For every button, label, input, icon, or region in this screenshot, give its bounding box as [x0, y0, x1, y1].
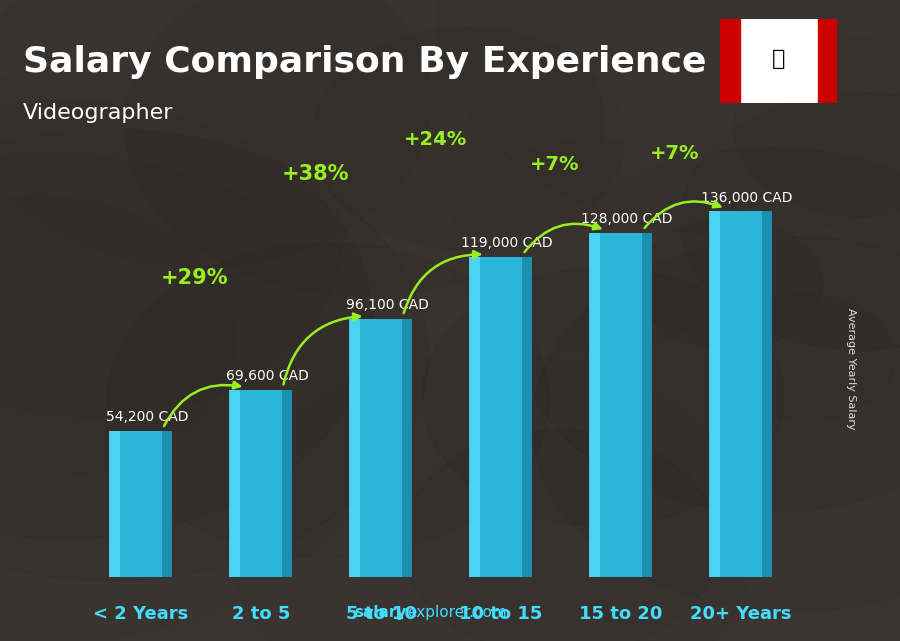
Circle shape	[642, 0, 900, 181]
Circle shape	[0, 404, 319, 631]
Text: 96,100 CAD: 96,100 CAD	[346, 298, 428, 312]
Text: 🍁: 🍁	[772, 49, 785, 69]
Text: +7%: +7%	[651, 144, 700, 163]
Bar	[643, 233, 652, 577]
Bar	[590, 233, 600, 577]
Bar	[110, 431, 172, 577]
Text: 2 to 5: 2 to 5	[232, 605, 290, 623]
Bar	[469, 257, 481, 577]
Text: 10 to 15: 10 to 15	[459, 605, 543, 623]
Bar	[590, 233, 652, 577]
Bar	[720, 19, 740, 103]
Text: +24%: +24%	[403, 131, 466, 149]
Text: 5 to 10: 5 to 10	[346, 605, 417, 623]
Text: 128,000 CAD: 128,000 CAD	[581, 212, 673, 226]
Circle shape	[711, 0, 900, 182]
Bar	[109, 431, 121, 577]
Text: explorer.com: explorer.com	[407, 604, 507, 620]
Bar	[522, 257, 532, 577]
Text: 69,600 CAD: 69,600 CAD	[226, 369, 309, 383]
Bar	[470, 257, 532, 577]
Bar	[350, 319, 412, 577]
Bar	[283, 390, 293, 577]
Text: 15 to 20: 15 to 20	[580, 605, 662, 623]
Bar	[710, 212, 772, 577]
Bar	[762, 212, 772, 577]
Bar	[162, 431, 172, 577]
Text: < 2 Years: < 2 Years	[94, 605, 189, 623]
Bar	[349, 319, 360, 577]
Text: +7%: +7%	[530, 154, 580, 174]
Text: Videographer: Videographer	[23, 103, 174, 122]
Text: Average Yearly Salary: Average Yearly Salary	[845, 308, 856, 429]
Text: +38%: +38%	[282, 164, 349, 184]
Bar	[402, 319, 412, 577]
Text: 119,000 CAD: 119,000 CAD	[461, 237, 553, 250]
Bar	[230, 390, 292, 577]
Text: salary: salary	[355, 604, 407, 620]
Text: Salary Comparison By Experience: Salary Comparison By Experience	[23, 45, 706, 79]
Text: 54,200 CAD: 54,200 CAD	[106, 410, 188, 424]
Text: 136,000 CAD: 136,000 CAD	[701, 190, 793, 204]
Bar	[230, 390, 240, 577]
Circle shape	[333, 510, 605, 641]
Bar	[709, 212, 720, 577]
Text: 20+ Years: 20+ Years	[690, 605, 792, 623]
Bar	[740, 19, 817, 103]
Bar	[817, 19, 837, 103]
Text: +29%: +29%	[161, 268, 229, 288]
